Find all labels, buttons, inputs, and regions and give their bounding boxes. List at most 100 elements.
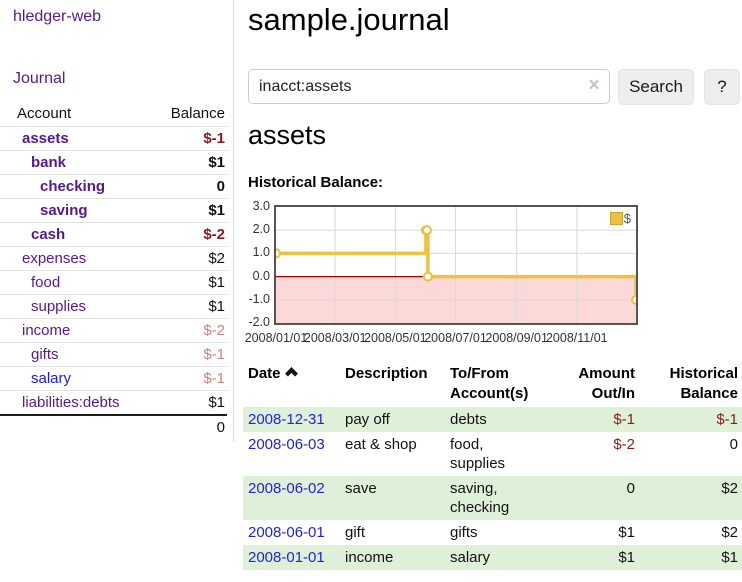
date-cell: 2008-06-02 — [243, 476, 340, 520]
sidebar-account-expenses[interactable]: expenses — [22, 250, 87, 267]
account-balance: $1 — [208, 202, 225, 219]
account-heading: assets — [248, 120, 327, 150]
balance-cell: 0 — [729, 436, 738, 453]
register-table: Date Description To/From Account(s) Amou… — [243, 362, 742, 570]
sidebar-account-row: liabilities:debts $1 — [0, 390, 227, 414]
y-axis-tick-label: 3.0 — [252, 199, 270, 213]
legend-swatch — [609, 212, 623, 225]
sidebar-account-row: cash $-2 — [0, 222, 227, 246]
search-button[interactable]: Search — [618, 69, 694, 105]
date-cell: 2008-06-01 — [243, 520, 340, 545]
account-balance: $-2 — [203, 322, 225, 339]
x-axis-tick-label: 2008/01/01 — [244, 331, 308, 345]
balance-cell: $-1 — [640, 407, 742, 432]
sidebar-account-salary[interactable]: salary — [31, 370, 72, 387]
accounts-cell: gifts — [450, 524, 478, 541]
sidebar-account-supplies[interactable]: supplies — [31, 298, 87, 315]
balance-line-plot — [276, 207, 636, 323]
balance-cell: $2 — [721, 524, 738, 541]
account-balance: 0 — [216, 178, 225, 195]
account-balance: $2 — [208, 250, 225, 267]
sidebar: hledger-web Journal Account Balance asse… — [0, 0, 234, 442]
register-row: 2008-12-31 pay off debts $-1 $-1 — [243, 407, 742, 432]
sidebar-account-row: assets $-1 — [0, 126, 227, 150]
account-balance: $-2 — [203, 226, 225, 243]
accounts-cell: debts — [445, 407, 545, 432]
date-cell: 2008-06-03 — [243, 432, 340, 476]
date-cell: 2008-01-01 — [243, 545, 340, 570]
sidebar-account-food[interactable]: food — [31, 274, 61, 291]
account-column-header: Account — [17, 105, 72, 122]
description-cell: income — [340, 545, 445, 570]
sidebar-account-row: bank $1 — [0, 150, 227, 174]
date-column-header[interactable]: Date — [243, 362, 340, 407]
sidebar-account-assets[interactable]: assets — [22, 130, 69, 147]
description-column-header[interactable]: Description — [345, 365, 428, 382]
amount-cell: $1 — [545, 545, 640, 570]
sidebar-account-bank[interactable]: bank — [31, 154, 67, 171]
register-row: 2008-01-01 income salary $1 $1 — [243, 545, 742, 570]
transaction-date-link[interactable]: 2008-01-01 — [248, 549, 325, 566]
sidebar-account-gifts[interactable]: gifts — [31, 346, 59, 363]
sidebar-account-row: gifts $-1 — [0, 342, 227, 366]
register-row: 2008-06-02 save saving, checking 0 $2 — [243, 476, 742, 520]
accounts-cell: food, supplies — [450, 436, 506, 472]
page-title: sample.journal — [248, 2, 450, 37]
description-cell: gift — [345, 524, 366, 541]
sidebar-account-checking[interactable]: checking — [40, 178, 106, 195]
balance-cell: $2 — [640, 476, 742, 520]
sidebar-account-row: food $1 — [0, 270, 227, 294]
sidebar-account-cash[interactable]: cash — [31, 226, 66, 243]
x-axis-tick-label: 2008/03/01 — [303, 331, 367, 345]
sidebar-account-row: expenses $2 — [0, 246, 227, 270]
sidebar-account-liabilities:debts[interactable]: liabilities:debts — [22, 394, 120, 411]
account-balance: $1 — [208, 394, 225, 411]
register-row: 2008-06-03 eat & shop food, supplies $-2 0 — [243, 432, 742, 476]
account-table-header: Account Balance — [0, 102, 227, 126]
sidebar-account-row: saving $1 — [0, 198, 227, 222]
historical-balance-chart: $ 3.0 2.0 1.0 0.0 -1.0 -2.0 2008/01/01 2008/03/… — [245, 197, 742, 345]
sidebar-total-value: 0 — [216, 419, 225, 436]
sidebar-total-row: 0 — [0, 414, 227, 439]
account-balance: $1 — [208, 298, 225, 315]
y-axis-tick-label: 1.0 — [252, 245, 270, 260]
sidebar-account-row: checking 0 — [0, 174, 227, 198]
account-balance-table: Account Balance assets $-1 bank $1 checking 0… — [0, 102, 227, 439]
transaction-date-link[interactable]: 2008-06-02 — [248, 480, 325, 497]
amount-column-header[interactable]: Amount Out/In — [578, 365, 635, 402]
transaction-date-link[interactable]: 2008-06-03 — [248, 436, 325, 453]
sidebar-account-income[interactable]: income — [22, 322, 71, 339]
transaction-date-link[interactable]: 2008-06-01 — [248, 524, 325, 541]
y-axis-tick-label: -2.0 — [248, 315, 270, 329]
description-cell: pay off — [340, 407, 445, 432]
sidebar-account-row: salary $-1 — [0, 366, 227, 390]
search-input[interactable] — [248, 69, 610, 104]
main-content: sample.journal × Search ? assets Histori… — [243, 0, 742, 582]
transaction-date-link[interactable]: 2008-12-31 — [248, 411, 325, 428]
x-axis-tick-label: 2008/09/01 — [485, 331, 548, 345]
account-balance: $-1 — [203, 370, 225, 387]
sidebar-account-saving[interactable]: saving — [40, 202, 88, 219]
sidebar-account-row: supplies $1 — [0, 294, 227, 318]
clear-search-icon[interactable]: × — [588, 75, 600, 96]
amount-cell: $-2 — [613, 436, 635, 453]
help-button[interactable]: ? — [704, 69, 740, 105]
amount-cell: $-1 — [545, 407, 640, 432]
x-axis-tick-label: 2008/11/01 — [545, 331, 608, 345]
amount-cell: 0 — [545, 476, 640, 520]
y-axis-tick-label: 0.0 — [252, 268, 270, 283]
description-cell: eat & shop — [345, 436, 417, 453]
account-balance: $1 — [208, 154, 225, 171]
account-balance: $-1 — [203, 346, 225, 363]
chart-title: Historical Balance: — [248, 174, 384, 191]
balance-column-header[interactable]: Historical Balance — [669, 365, 738, 402]
chart-plot-area[interactable]: $ — [274, 205, 638, 325]
amount-cell: $1 — [618, 524, 635, 541]
app-title-link[interactable]: hledger-web — [13, 8, 102, 25]
y-axis-tick-label: -1.0 — [248, 291, 270, 306]
sidebar-item-journal[interactable]: Journal — [13, 70, 66, 87]
accounts-column-header[interactable]: To/From Account(s) — [450, 365, 529, 402]
date-header-label: Date — [248, 365, 281, 382]
sidebar-account-row: income $-2 — [0, 318, 227, 342]
legend-label: $ — [623, 211, 631, 226]
